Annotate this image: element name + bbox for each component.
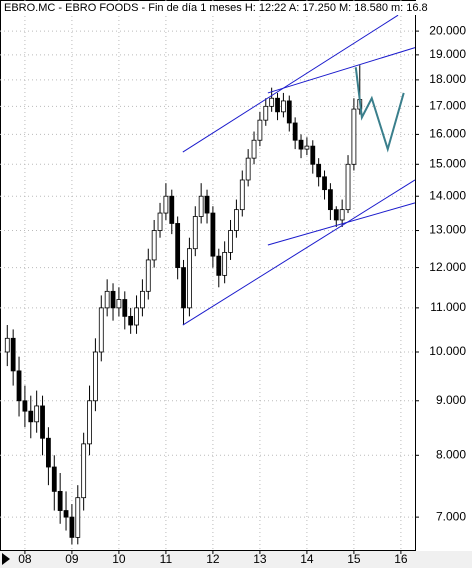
candle-body xyxy=(116,299,122,309)
candle-body xyxy=(339,209,345,221)
scroll-marker xyxy=(2,553,10,565)
candle-body xyxy=(157,212,163,231)
x-tick-label: 15 xyxy=(347,552,361,566)
trendline xyxy=(267,47,416,94)
candle-body xyxy=(275,97,280,113)
y-tick-label: 8.000 xyxy=(436,447,466,461)
y-tick-label: 10.000 xyxy=(429,344,466,358)
trendline xyxy=(182,179,416,326)
candle-body xyxy=(122,299,128,317)
candle-body xyxy=(46,437,51,468)
candle-body xyxy=(286,100,292,124)
candle-body xyxy=(81,443,87,499)
candle-body xyxy=(304,145,310,150)
y-tick-label: 19.000 xyxy=(429,47,466,61)
candle-body xyxy=(257,119,263,141)
y-tick-label: 14.000 xyxy=(429,188,466,202)
candle-body xyxy=(10,337,16,372)
candle-body xyxy=(263,105,269,121)
candle-body xyxy=(316,163,322,178)
candle-body xyxy=(333,209,339,221)
plot-frame xyxy=(0,0,416,551)
trendline xyxy=(267,202,416,246)
x-axis-band xyxy=(0,551,472,568)
candle-body xyxy=(351,108,357,165)
candle-body xyxy=(216,255,222,276)
y-tick-label: 7.000 xyxy=(436,509,466,523)
candle-body xyxy=(134,307,139,326)
y-tick-label: 9.000 xyxy=(436,393,466,407)
y-tick-label: 18.000 xyxy=(429,72,466,86)
candle-body xyxy=(57,490,63,511)
candle-body xyxy=(98,307,104,353)
y-tick-label: 13.000 xyxy=(429,223,466,237)
candle-body xyxy=(140,290,145,309)
x-tick-label: 12 xyxy=(206,552,220,566)
candle-body xyxy=(204,195,210,214)
candle-body xyxy=(40,405,45,439)
title-band xyxy=(2,1,416,15)
x-tick-label: 11 xyxy=(160,552,173,566)
candle-body xyxy=(169,195,175,224)
candle-body xyxy=(51,466,57,492)
y-tick-label: 17.000 xyxy=(429,99,466,113)
candle-body xyxy=(210,212,216,257)
candle-body xyxy=(145,259,151,292)
candle-body xyxy=(93,351,98,402)
candle-body xyxy=(16,370,22,402)
candle-body xyxy=(28,410,34,423)
candle-body xyxy=(222,252,228,276)
candle-body xyxy=(245,157,251,181)
chart-title: EBRO.MC - EBRO FOODS - Fin de día 1 mese… xyxy=(4,2,428,14)
candle-body xyxy=(322,176,327,191)
candle-body xyxy=(128,315,134,326)
candle-body xyxy=(328,189,333,211)
candle-body xyxy=(239,179,245,211)
candle-body xyxy=(292,122,298,141)
candle-body xyxy=(22,400,28,412)
y-tick-label: 12.000 xyxy=(429,260,466,274)
trendline xyxy=(182,14,399,153)
candle-body xyxy=(269,97,275,107)
candle-body xyxy=(63,510,69,518)
projection-line xyxy=(354,67,405,153)
candle-body xyxy=(4,337,10,353)
candle-body xyxy=(87,400,92,445)
candle-body xyxy=(175,223,181,268)
candle-body xyxy=(298,139,304,150)
candle-body xyxy=(192,216,198,250)
candle-body xyxy=(228,230,233,253)
candle-body xyxy=(34,405,40,423)
candle-body xyxy=(181,267,186,309)
x-tick-label: 08 xyxy=(18,552,32,566)
y-tick-label: 15.000 xyxy=(429,156,466,170)
x-tick-label: 14 xyxy=(300,552,314,566)
candle-body xyxy=(163,195,169,214)
candle-body xyxy=(310,145,316,165)
x-tick-label: 13 xyxy=(253,552,267,566)
candle-body xyxy=(110,290,116,309)
candle-body xyxy=(151,230,157,261)
x-tick-label: 10 xyxy=(112,552,126,566)
candle-body xyxy=(251,139,257,159)
candle-body xyxy=(69,516,75,538)
y-tick-label: 20.000 xyxy=(429,23,466,37)
y-tick-label: 11.000 xyxy=(430,300,466,314)
x-tick-label: 16 xyxy=(394,552,408,566)
candle-body xyxy=(75,497,81,538)
candle-body xyxy=(234,209,239,231)
y-tick-label: 16.000 xyxy=(429,127,466,141)
candle-body xyxy=(104,290,110,309)
candle-body xyxy=(198,195,204,217)
candle-body xyxy=(345,163,351,211)
candle-body xyxy=(281,100,286,113)
x-tick-label: 09 xyxy=(65,552,79,566)
candle-body xyxy=(187,248,192,309)
